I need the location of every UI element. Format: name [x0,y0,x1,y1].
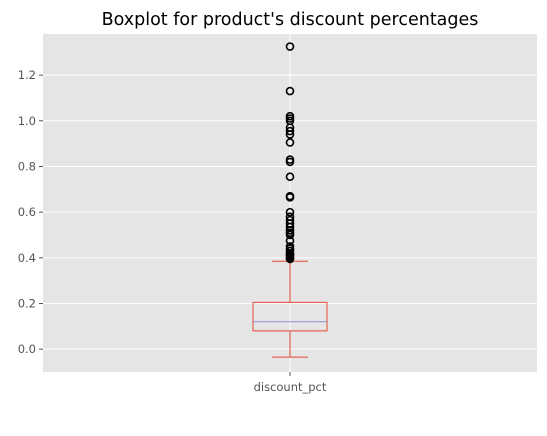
outlier-point [285,236,295,245]
outlier-point [285,42,295,51]
y-tick-label: 0.0 [18,342,36,356]
outlier-point [285,155,295,164]
outlier-point [285,172,295,182]
y-tick-label: 0.8 [18,159,36,173]
y-tick-label: 1.0 [18,114,36,128]
y-tick-label: 1.2 [18,68,36,82]
outlier-point [285,212,295,222]
y-tick-label: 0.6 [18,205,36,219]
y-tick-label: 0.2 [18,296,36,310]
outlier-point [285,207,295,217]
outlier-point [285,111,295,121]
outlier-point [285,215,295,225]
outlier-point [285,126,295,136]
outlier-point [285,138,295,147]
outlier-point [285,86,295,96]
chart-title: Boxplot for product's discount percentag… [102,10,479,30]
outlier-point [285,191,295,201]
y-tick-label: 0.4 [18,251,36,265]
outlier-point [285,242,295,251]
outliers-group [285,42,295,264]
x-tick-label: discount_pct [254,380,327,394]
axis-ticks: 0.0 0.2 0.4 0.6 0.8 1.0 1.2 discount_pct [18,68,327,394]
iqr-box [252,301,328,332]
